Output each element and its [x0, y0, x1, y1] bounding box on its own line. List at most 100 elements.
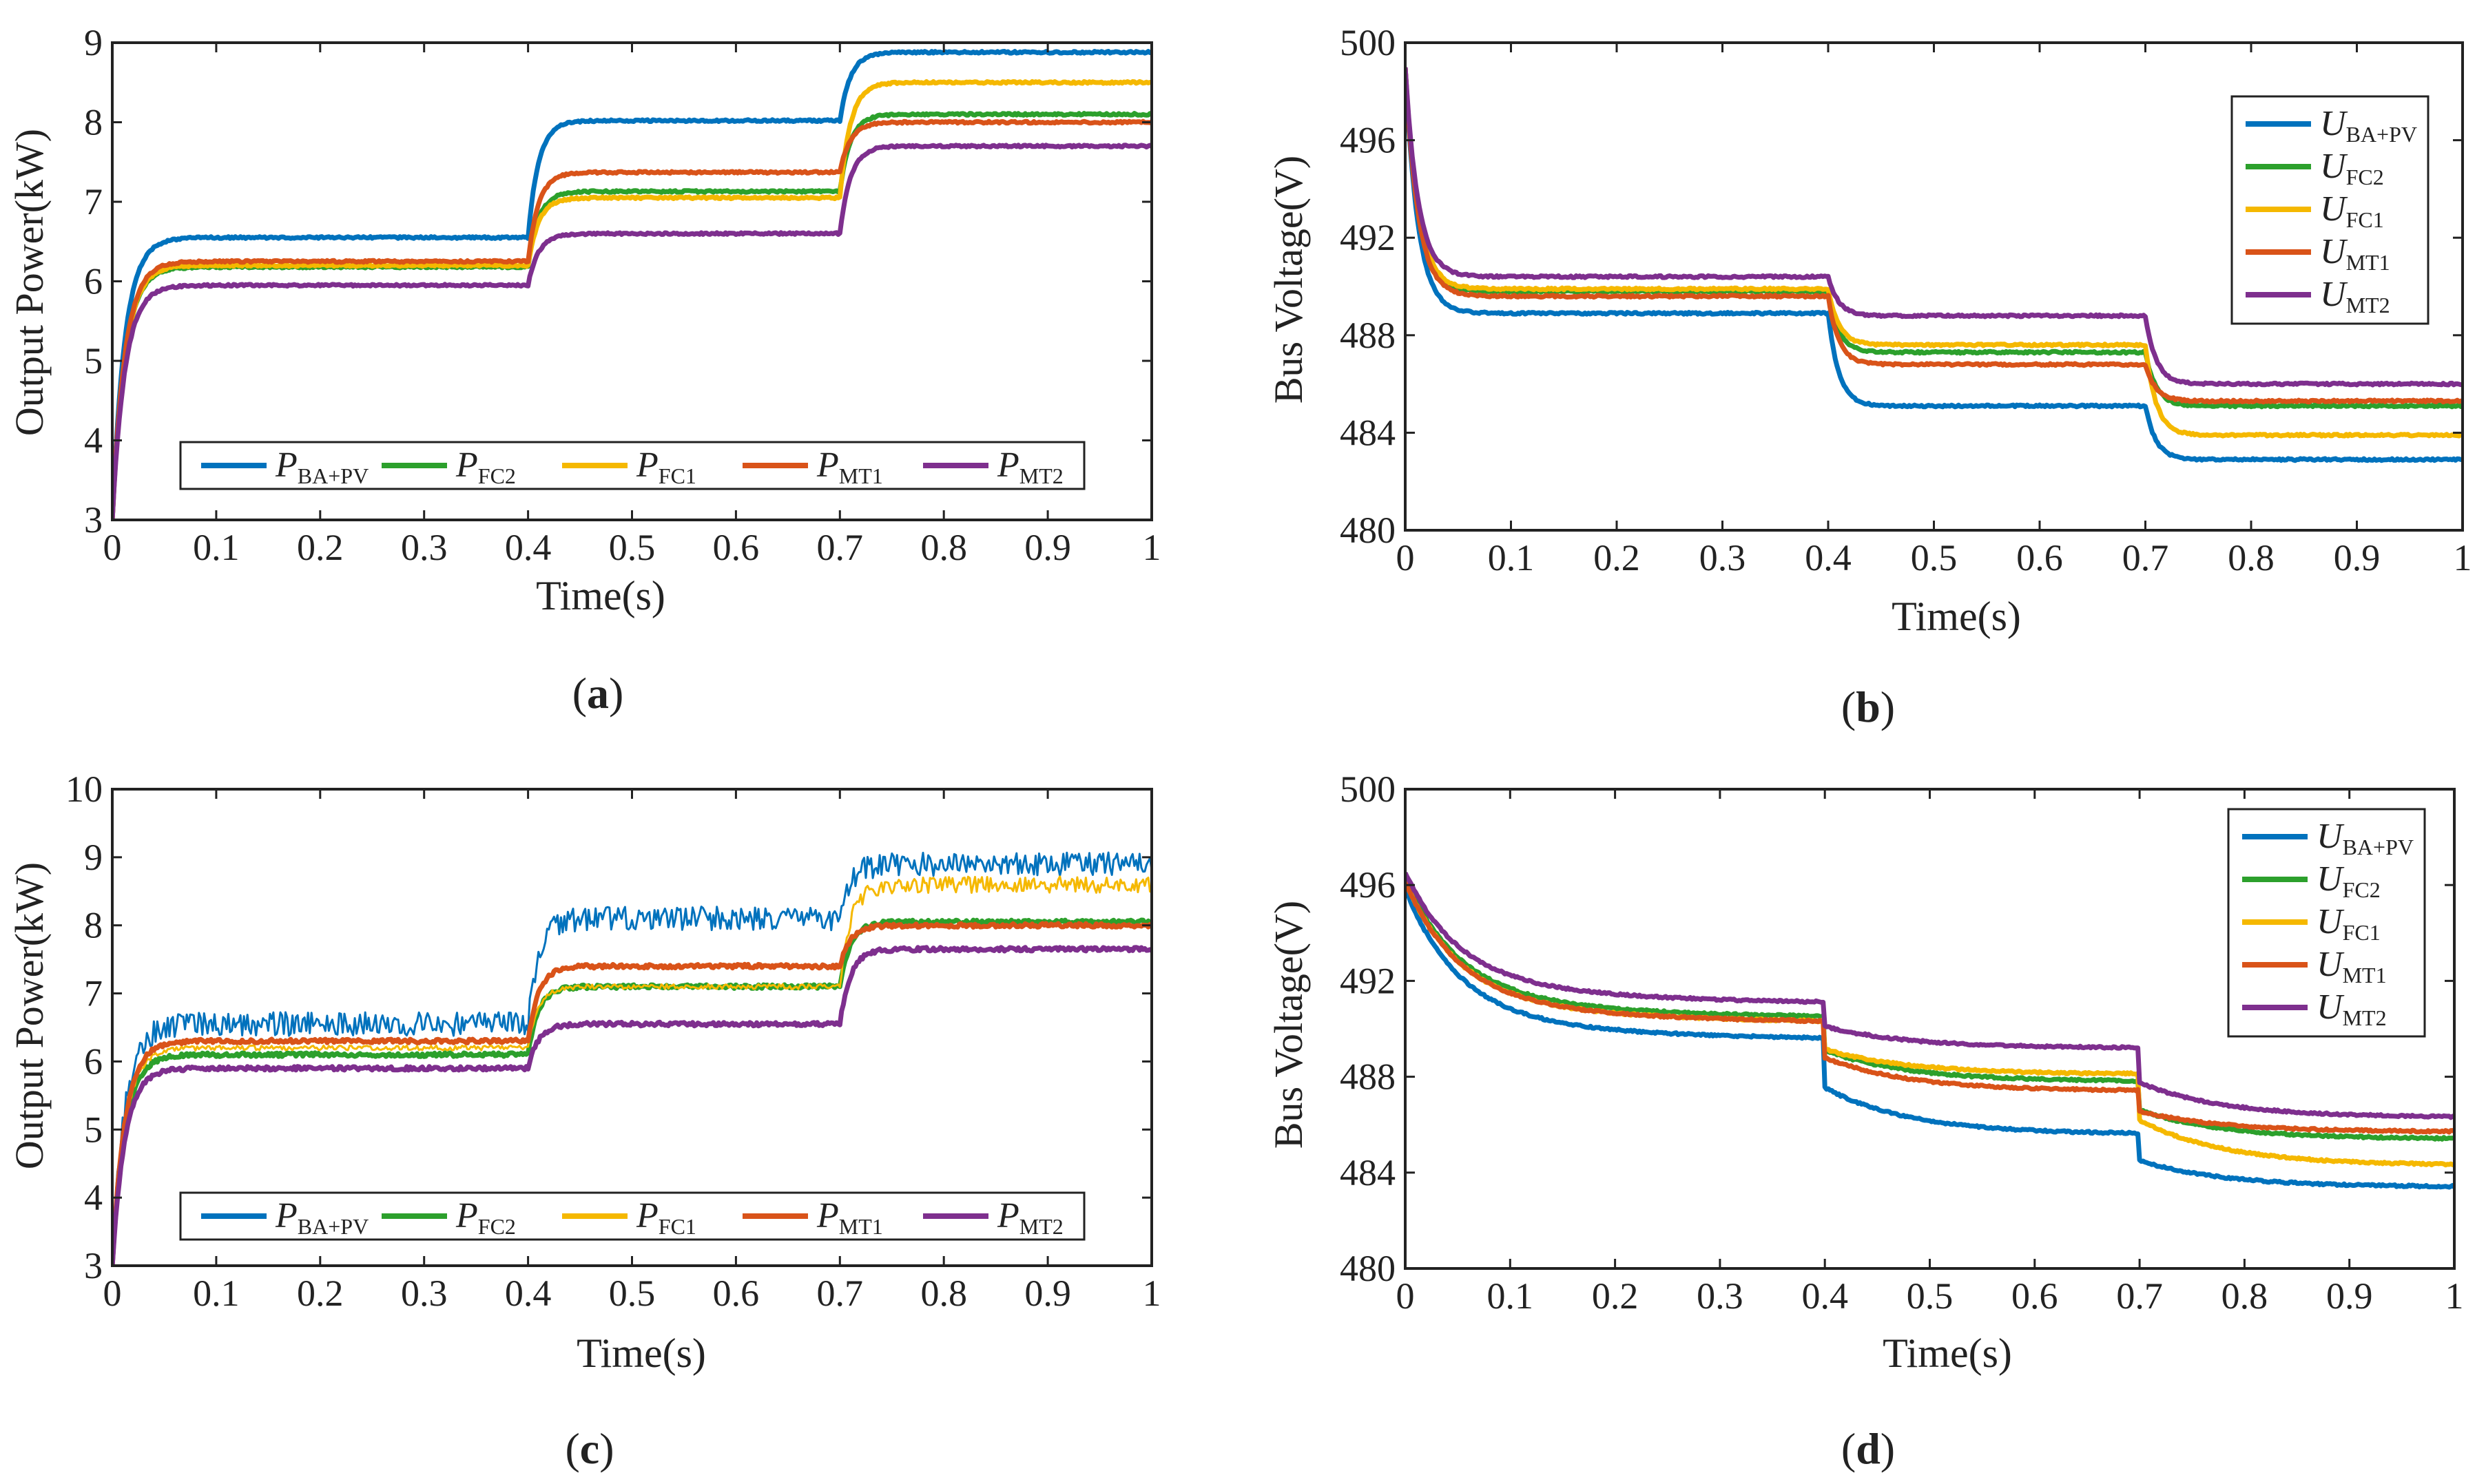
- panel-a-legend-label: PFC1: [636, 446, 696, 488]
- panel-b-x-tick-label: 0: [1396, 537, 1415, 578]
- panel-a-x-tick-label: 0.7: [817, 527, 864, 568]
- panel-b-caption-letter: b: [1856, 682, 1881, 731]
- panel-c-series-ba-pv: [112, 851, 1152, 1266]
- panel-d-y-tick-label: 484: [1340, 1152, 1396, 1193]
- panel-a-series-group: [112, 49, 1152, 520]
- panel-d-y-tick-label: 492: [1340, 960, 1396, 1001]
- panel-b-series-fc1: [1405, 67, 2463, 439]
- panel-c-legend-item: PFC1: [562, 1196, 696, 1239]
- panel-b-x-tick-label: 0.4: [1805, 537, 1852, 578]
- panel-d-caption: (d): [1841, 1424, 1895, 1473]
- panel-d-x-tick-label: 0.7: [2116, 1275, 2163, 1317]
- panel-c-x-axis-label: Time(s): [577, 1330, 706, 1376]
- panel-d-x-tick-label: 0: [1396, 1275, 1415, 1317]
- panel-d-series-ba-pv: [1405, 888, 2454, 1190]
- panel-c-y-tick-label: 8: [84, 905, 103, 946]
- panel-c-y-tick-label: 10: [65, 769, 103, 810]
- panel-a-y-tick-label: 3: [84, 499, 103, 541]
- panel-a-y-tick-label: 5: [84, 340, 103, 382]
- panel-b-series-group: [1405, 67, 2463, 463]
- panel-b-x-tick-label: 0.9: [2334, 537, 2381, 578]
- panel-b-legend-item: UFC2: [2246, 147, 2384, 189]
- panel-d-x-tick-label: 0.2: [1592, 1275, 1639, 1317]
- panel-c-legend-label: PMT1: [816, 1196, 883, 1239]
- panel-d-legend-label: UMT1: [2317, 945, 2387, 987]
- panel-a-legend: PBA+PV PFC2 PFC1 PMT1 PMT2: [179, 441, 1086, 490]
- panel-a-x-tick-label: 0.9: [1024, 527, 1071, 568]
- panel-d-legend-item: UMT2: [2242, 987, 2387, 1030]
- panel-a-series-ba-pv: [112, 49, 1152, 520]
- panel-d-legend-label: UBA+PV: [2317, 817, 2414, 859]
- panel-b-legend-label: UBA+PV: [2320, 104, 2417, 147]
- panel-b-y-tick-label: 480: [1340, 510, 1396, 551]
- panel-c-y-tick-label: 7: [84, 973, 103, 1014]
- panel-c-legend-item: PMT2: [923, 1196, 1064, 1239]
- panel-a-x-tick-label: 0: [103, 527, 122, 568]
- panel-d-series-mt1: [1405, 880, 2454, 1135]
- panel-b-y-tick-label: 492: [1340, 217, 1396, 258]
- panel-c-series-mt2: [112, 945, 1152, 1266]
- panel-c-plot: 0 0.1 0.2 0.3 0.4 0.5 0.6 0.7 0.8 0.9 1 3 4 5 6 7 8 9 10 PB…: [65, 769, 1161, 1314]
- panel-c-x-tick-label: 0.3: [401, 1273, 448, 1314]
- panel-b-x-tick-label: 0.3: [1699, 537, 1746, 578]
- panel-c-series-group: [112, 851, 1152, 1266]
- panel-a-x-tick-label: 1: [1143, 527, 1161, 568]
- panel-d-x-tick-label: 0.9: [2326, 1275, 2373, 1317]
- panel-a-x-tick-label: 0.5: [609, 527, 656, 568]
- panel-a-y-tick-label: 9: [84, 22, 103, 63]
- panel-a-x-tick-label: 0.8: [920, 527, 967, 568]
- panel-d-legend-item: UMT1: [2242, 945, 2387, 987]
- panel-c-series-mt1: [112, 921, 1152, 1266]
- panel-b-caption: (b): [1841, 682, 1895, 731]
- panel-a-series-mt1: [112, 118, 1152, 520]
- panel-c-x-tick-label: 0.9: [1024, 1273, 1071, 1314]
- panel-a-legend-label: PBA+PV: [275, 446, 369, 488]
- panel-a-legend-label: PMT2: [997, 446, 1064, 488]
- panel-c-series-fc1: [112, 875, 1152, 1266]
- panel-a-legend-item: PFC2: [382, 446, 516, 488]
- panel-c-legend-label: PFC1: [636, 1196, 696, 1239]
- panel-b-legend-label: UMT2: [2320, 275, 2390, 317]
- panel-d-x-tick-label: 0.6: [2011, 1275, 2058, 1317]
- panel-b-plot: 0 0.1 0.2 0.3 0.4 0.5 0.6 0.7 0.8 0.9 1 480 484 488 49…: [1340, 22, 2472, 578]
- panel-c-x-tick-label: 0: [103, 1273, 122, 1314]
- panel-d-legend-label: UFC1: [2317, 902, 2381, 945]
- panel-b-y-tick-label: 500: [1340, 22, 1396, 63]
- panel-c-x-tick-label: 0.6: [713, 1273, 760, 1314]
- panel-c-legend-label: PBA+PV: [275, 1196, 369, 1239]
- panel-b: Bus Voltage(V) Time(s) (b) 0 0.1 0.2 0.3 0.4…: [1266, 22, 2472, 731]
- panel-b-x-tick-label: 0.5: [1911, 537, 1958, 578]
- panel-c-y-tick-label: 5: [84, 1109, 103, 1150]
- panel-a-legend-item: PBA+PV: [201, 446, 369, 488]
- panel-d-x-tick-label: 0.8: [2221, 1275, 2268, 1317]
- panel-b-legend-item: UFC1: [2246, 189, 2384, 232]
- panel-c: Output Power(kW) Time(s) (c) 0 0.1 0.2 0.3 0…: [7, 769, 1161, 1473]
- panel-a-x-tick-label: 0.6: [713, 527, 760, 568]
- panel-c-legend-item: PMT1: [743, 1196, 883, 1239]
- panel-c-caption: (c): [565, 1424, 614, 1473]
- panel-a-x-tick-label: 0.1: [193, 527, 240, 568]
- panel-a-x-tick-label: 0.2: [297, 527, 344, 568]
- panel-b-series-ba-pv: [1405, 67, 2463, 463]
- panel-b-x-tick-label: 0.8: [2228, 537, 2275, 578]
- panel-d-x-tick-label: 1: [2445, 1275, 2464, 1317]
- panel-a-legend-label: PMT1: [816, 446, 883, 488]
- panel-c-legend: PBA+PV PFC2 PFC1 PMT1 PMT2: [179, 1191, 1086, 1241]
- panel-a-y-tick-label: 4: [84, 420, 103, 461]
- panel-a-legend-item: PFC1: [562, 446, 696, 488]
- panel-c-y-tick-label: 3: [84, 1245, 103, 1286]
- panel-c-x-tick-label: 0.2: [297, 1273, 344, 1314]
- panel-d-x-tick-label: 0.3: [1697, 1275, 1743, 1317]
- panel-d-y-axis-label: Bus Voltage(V): [1266, 901, 1311, 1149]
- panel-b-x-axis-label: Time(s): [1892, 594, 2021, 639]
- panel-a-y-tick-label: 6: [84, 261, 103, 302]
- panel-d-series-fc2: [1405, 878, 2454, 1142]
- panel-c-caption-letter: c: [580, 1424, 599, 1473]
- panel-d-x-tick-label: 0.5: [1907, 1275, 1954, 1317]
- panel-c-y-tick-label: 4: [84, 1177, 103, 1218]
- panel-b-x-tick-label: 0.2: [1593, 537, 1640, 578]
- panel-c-x-tick-label: 1: [1143, 1273, 1161, 1314]
